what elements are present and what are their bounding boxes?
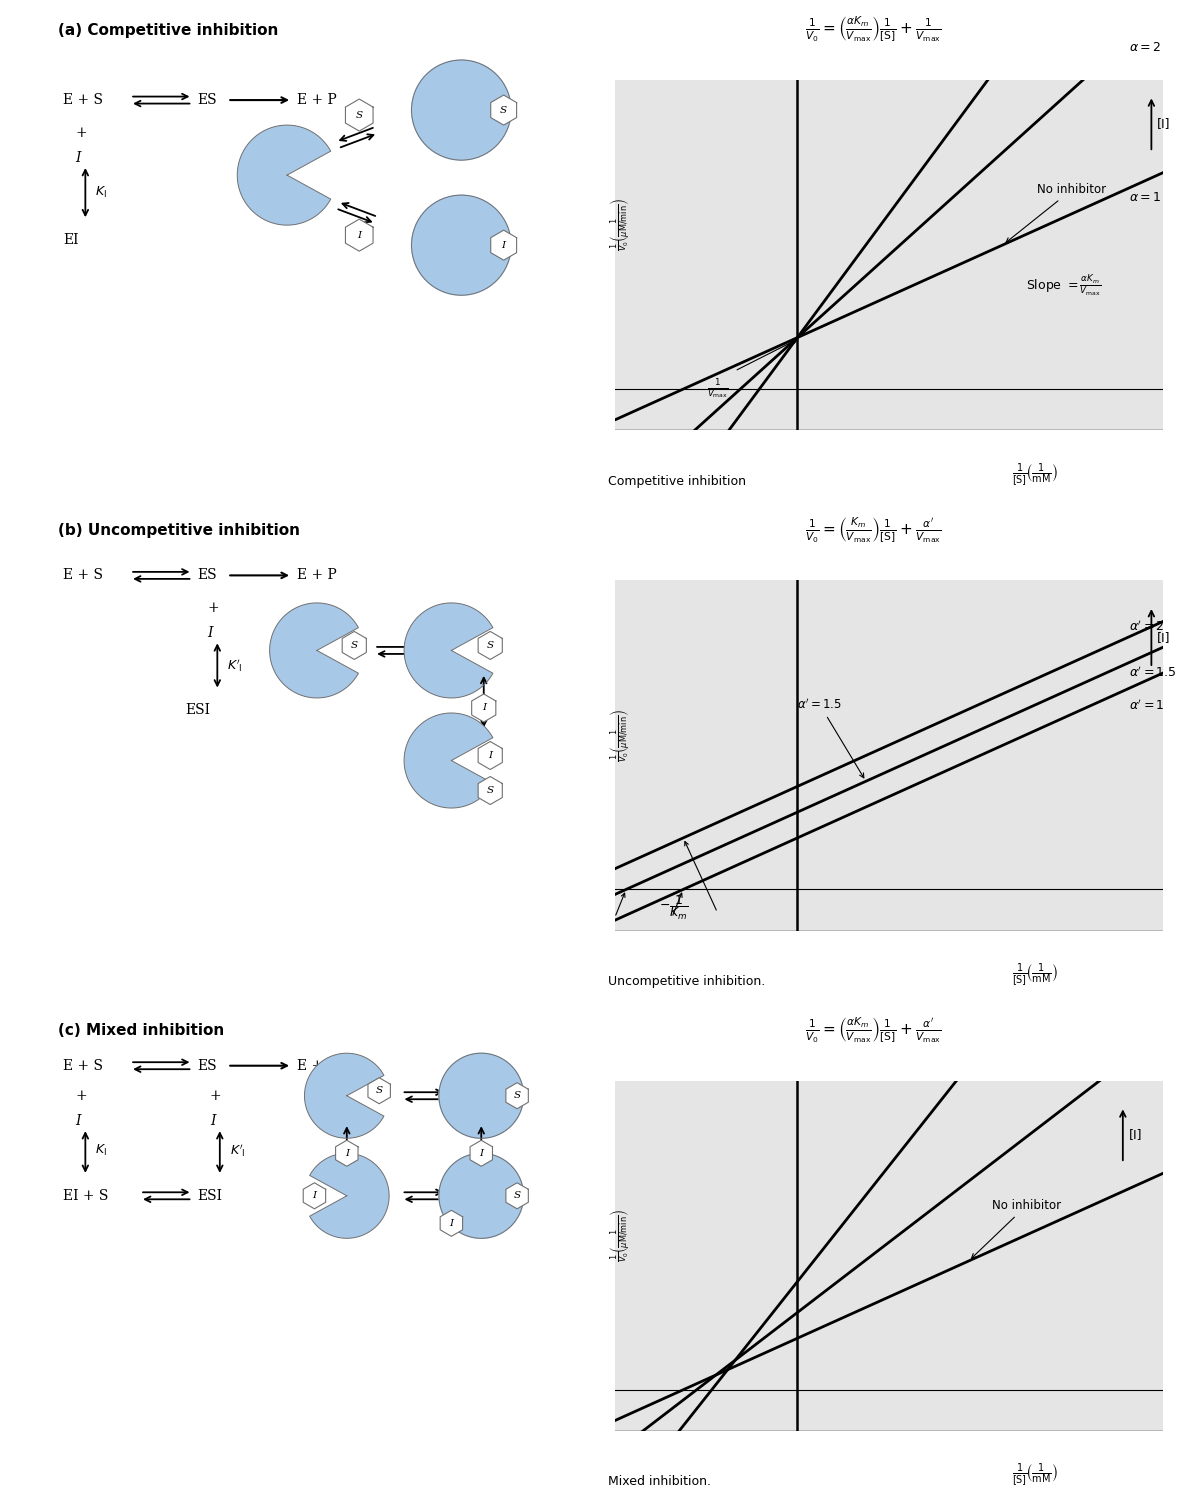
Polygon shape xyxy=(472,693,496,722)
Polygon shape xyxy=(342,632,366,659)
Text: $\alpha = 1$: $\alpha = 1$ xyxy=(1128,191,1160,204)
Text: I: I xyxy=(344,1148,349,1157)
Text: E + P: E + P xyxy=(298,1058,337,1073)
Text: EI: EI xyxy=(62,233,78,248)
Text: ES: ES xyxy=(197,1058,217,1073)
Polygon shape xyxy=(336,1141,358,1166)
Text: EI + S: EI + S xyxy=(62,1189,108,1202)
Polygon shape xyxy=(470,1141,492,1166)
Text: E + S: E + S xyxy=(62,1058,103,1073)
Text: $\frac{1}{V_0} = \left(\frac{\alpha K_m}{V_{\mathrm{max}}}\right)\frac{1}{[\math: $\frac{1}{V_0} = \left(\frac{\alpha K_m}… xyxy=(805,15,941,44)
Text: I: I xyxy=(488,750,492,760)
Polygon shape xyxy=(404,713,493,808)
Text: $\frac{1}{V_0} = \left(\frac{\alpha K_m}{V_{\mathrm{max}}}\right)\frac{1}{[\math: $\frac{1}{V_0} = \left(\frac{\alpha K_m}… xyxy=(805,1016,941,1045)
Polygon shape xyxy=(404,603,493,698)
Text: I: I xyxy=(358,231,361,240)
Text: I: I xyxy=(312,1192,317,1201)
Text: S: S xyxy=(514,1192,521,1201)
Text: +: + xyxy=(210,1088,222,1103)
Text: I: I xyxy=(210,1114,215,1127)
Circle shape xyxy=(412,195,511,296)
Text: I: I xyxy=(449,1219,454,1228)
Text: S: S xyxy=(487,641,493,650)
Text: S: S xyxy=(500,105,508,114)
Text: S: S xyxy=(355,111,362,120)
Text: $\frac{1}{V_0}\!\left(\frac{1}{\mu\mathrm{M/min}}\right)$: $\frac{1}{V_0}\!\left(\frac{1}{\mu\mathr… xyxy=(608,198,632,251)
Text: $\alpha = 2$: $\alpha = 2$ xyxy=(1128,42,1160,54)
Text: ES: ES xyxy=(197,93,217,107)
Polygon shape xyxy=(368,1078,390,1103)
Text: (c) Mixed inhibition: (c) Mixed inhibition xyxy=(58,1024,224,1039)
Text: S: S xyxy=(376,1087,383,1096)
Circle shape xyxy=(439,1153,523,1238)
Text: S: S xyxy=(350,641,358,650)
Text: +: + xyxy=(76,1088,88,1103)
Polygon shape xyxy=(270,603,359,698)
Text: I: I xyxy=(481,704,486,713)
Text: Slope $= \frac{\alpha K_m}{V_{\mathrm{max}}}$: Slope $= \frac{\alpha K_m}{V_{\mathrm{ma… xyxy=(1026,273,1102,299)
Polygon shape xyxy=(478,632,503,659)
Polygon shape xyxy=(440,1210,462,1237)
Circle shape xyxy=(412,60,511,161)
Polygon shape xyxy=(478,741,503,770)
Text: $\frac{1}{V_0}\!\left(\frac{1}{\mu\mathrm{M/min}}\right)$: $\frac{1}{V_0}\!\left(\frac{1}{\mu\mathr… xyxy=(608,1208,632,1262)
Polygon shape xyxy=(310,1153,389,1238)
Polygon shape xyxy=(506,1082,528,1109)
Text: $K_\mathrm{I}$: $K_\mathrm{I}$ xyxy=(95,185,107,200)
Text: ES: ES xyxy=(197,569,217,582)
Text: No inhibitor: No inhibitor xyxy=(972,1199,1061,1258)
Text: E + P: E + P xyxy=(298,569,337,582)
Polygon shape xyxy=(506,1183,528,1208)
Text: $-\dfrac{1}{K_m}$: $-\dfrac{1}{K_m}$ xyxy=(659,893,689,922)
Circle shape xyxy=(439,1054,523,1138)
Text: (b) Uncompetitive inhibition: (b) Uncompetitive inhibition xyxy=(58,522,300,537)
Text: I: I xyxy=(76,150,80,165)
Text: Mixed inhibition.: Mixed inhibition. xyxy=(608,1475,712,1489)
Text: $\frac{1}{[\mathrm{S}]}\!\left(\frac{1}{\mathrm{mM}}\right)$: $\frac{1}{[\mathrm{S}]}\!\left(\frac{1}{… xyxy=(1012,962,1057,988)
Polygon shape xyxy=(305,1054,384,1138)
Text: Competitive inhibition: Competitive inhibition xyxy=(608,474,746,488)
Text: $\frac{1}{[\mathrm{S}]}\!\left(\frac{1}{\mathrm{mM}}\right)$: $\frac{1}{[\mathrm{S}]}\!\left(\frac{1}{… xyxy=(1012,1462,1057,1489)
Polygon shape xyxy=(304,1183,325,1208)
Text: I: I xyxy=(502,240,505,249)
Text: I: I xyxy=(208,626,212,639)
Text: +: + xyxy=(76,126,88,140)
Polygon shape xyxy=(346,219,373,251)
Text: $\frac{1}{V_0} = \left(\frac{K_m}{V_{\mathrm{max}}}\right)\frac{1}{[\mathrm{S}]}: $\frac{1}{V_0} = \left(\frac{K_m}{V_{\ma… xyxy=(805,515,941,545)
Text: $\alpha' = 1$: $\alpha' = 1$ xyxy=(1128,699,1164,713)
Text: [I]: [I] xyxy=(1128,1129,1142,1141)
Text: $\frac{1}{V_0}\!\left(\frac{1}{\mu\mathrm{M/min}}\right)$: $\frac{1}{V_0}\!\left(\frac{1}{\mu\mathr… xyxy=(608,708,632,761)
Text: Uncompetitive inhibition.: Uncompetitive inhibition. xyxy=(608,976,766,988)
Text: $\alpha' = 1.5$: $\alpha' = 1.5$ xyxy=(1128,665,1176,680)
Text: +: + xyxy=(208,600,218,615)
Text: S: S xyxy=(514,1091,521,1100)
Text: S: S xyxy=(487,787,493,796)
Polygon shape xyxy=(238,125,331,225)
Text: E + S: E + S xyxy=(62,93,103,107)
Text: (a) Competitive inhibition: (a) Competitive inhibition xyxy=(58,23,278,38)
Text: $\frac{1}{V_{\mathrm{max}}}$: $\frac{1}{V_{\mathrm{max}}}$ xyxy=(707,378,728,401)
Text: E + S: E + S xyxy=(62,569,103,582)
Text: ESI: ESI xyxy=(185,704,210,717)
Text: No inhibitor: No inhibitor xyxy=(1006,183,1106,242)
Text: I: I xyxy=(479,1148,484,1157)
Polygon shape xyxy=(491,230,517,260)
Text: $\frac{1}{[\mathrm{S}]}\!\left(\frac{1}{\mathrm{mM}}\right)$: $\frac{1}{[\mathrm{S}]}\!\left(\frac{1}{… xyxy=(1012,461,1057,488)
Text: [I]: [I] xyxy=(1157,630,1170,644)
Polygon shape xyxy=(478,776,503,805)
Polygon shape xyxy=(346,99,373,131)
Text: $\alpha' = 2$: $\alpha' = 2$ xyxy=(1128,620,1164,635)
Text: [I]: [I] xyxy=(1157,117,1170,131)
Text: E + P: E + P xyxy=(298,93,337,107)
Text: $\alpha' = 1.5$: $\alpha' = 1.5$ xyxy=(797,698,864,778)
Polygon shape xyxy=(491,95,517,125)
Text: $K'_\mathrm{I}$: $K'_\mathrm{I}$ xyxy=(229,1142,245,1159)
Text: $K_\mathrm{I}$: $K_\mathrm{I}$ xyxy=(95,1144,107,1159)
Text: ESI: ESI xyxy=(197,1189,222,1202)
Text: $K'_\mathrm{I}$: $K'_\mathrm{I}$ xyxy=(227,657,242,674)
Text: I: I xyxy=(76,1114,80,1127)
